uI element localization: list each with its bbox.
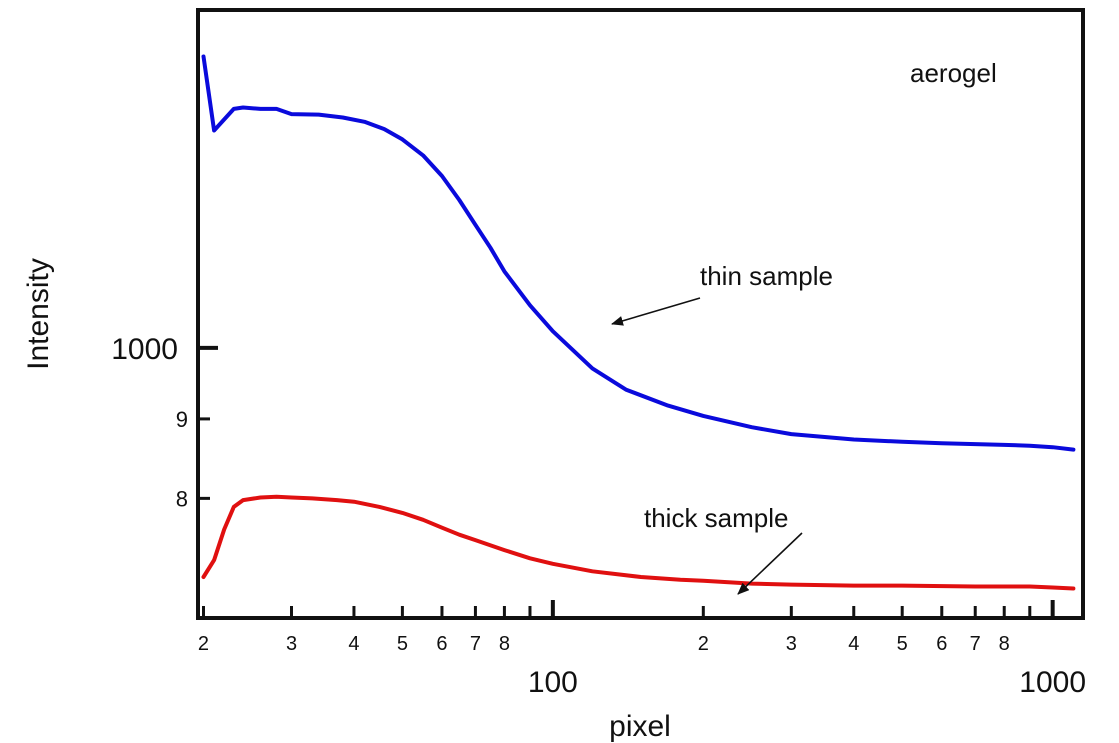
annotation-thin-sample: thin sample [700, 261, 833, 291]
x-minor-tick-label-1: 3 [286, 633, 297, 655]
y-minor-tick-label-0: 9 [176, 407, 188, 432]
annotation-thick-sample: thick sample [644, 503, 789, 533]
x-minor-tick-label-0: 2 [198, 633, 209, 655]
x-minor-tick-label-6: 8 [499, 633, 510, 655]
x-minor-tick-label-3: 5 [397, 633, 408, 655]
x-major-tick-label-0: 100 [528, 666, 578, 699]
series-layer [201, 54, 1076, 591]
y-minor-tick-label-1: 8 [176, 486, 188, 511]
x-minor-tick-label-2: 4 [348, 633, 359, 655]
x-major-tick-label-1: 1000 [1019, 666, 1086, 699]
thick-sample-arrow [737, 532, 803, 595]
series-line-1 [201, 494, 1076, 591]
x-minor-tick-label-9: 3 [786, 633, 797, 655]
x-minor-tick-label-13: 7 [970, 633, 981, 655]
x-minor-tick-label-4: 6 [436, 633, 447, 655]
annotation-aerogel: aerogel [910, 58, 997, 88]
thin-sample-arrow [611, 297, 701, 326]
y-major-tick-label-0: 1000 [111, 333, 178, 366]
x-minor-tick-label-11: 5 [897, 633, 908, 655]
series-line-0 [201, 54, 1076, 452]
x-minor-tick-label-8: 2 [698, 633, 709, 655]
x-minor-tick-label-12: 6 [936, 633, 947, 655]
x-axis-label: pixel [609, 710, 671, 743]
x-minor-tick-label-10: 4 [848, 633, 859, 655]
x-minor-tick-label-14: 8 [999, 633, 1010, 655]
plot-area-frame [196, 8, 1085, 620]
y-axis-label: Intensity [22, 258, 55, 370]
x-minor-tick-label-5: 7 [470, 633, 481, 655]
y-tick-layer: 1000 9 8 [111, 333, 218, 511]
